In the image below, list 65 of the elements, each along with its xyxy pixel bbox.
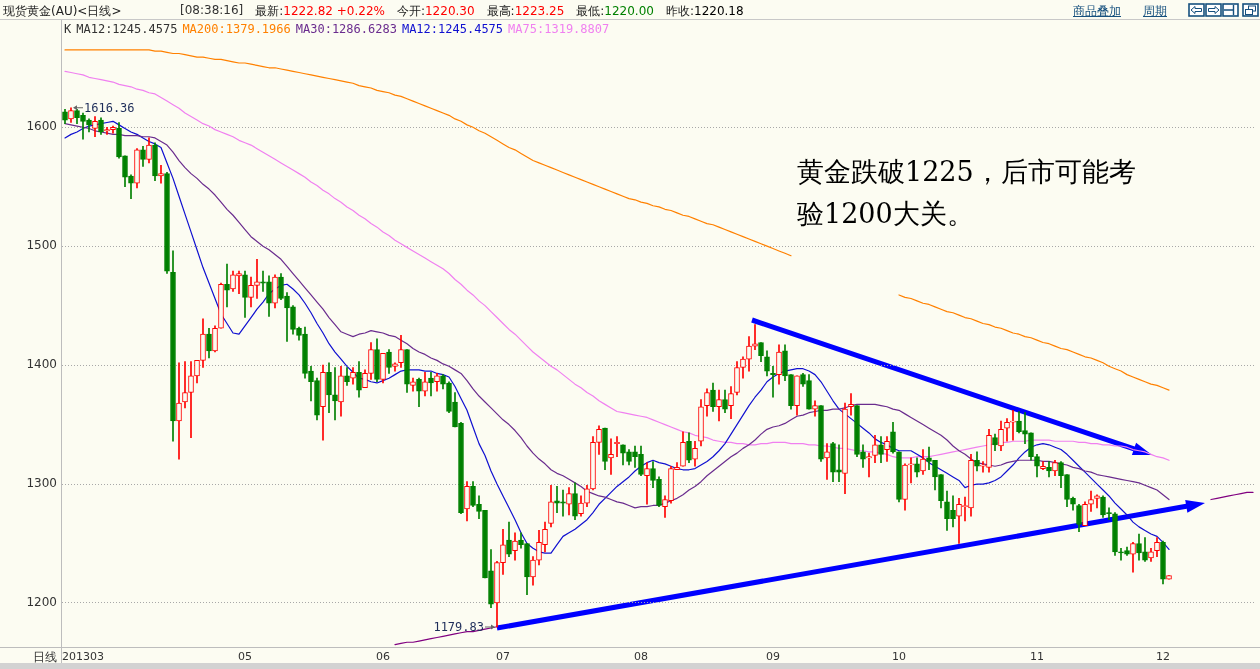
chart-title: 现货黄金(AU)<日线>: [3, 3, 122, 20]
x-axis-title: 日线: [33, 649, 57, 666]
legend-title: K: [64, 22, 72, 37]
candlestick: [848, 393, 854, 416]
text: 今开:1220.30: [396, 4, 475, 18]
x-tick-label: 12: [1156, 650, 1170, 664]
candlestick: [560, 489, 566, 517]
y-tick-label: 1600: [26, 119, 57, 134]
candlestick: [1094, 494, 1100, 509]
y-tick-label: 1300: [26, 476, 57, 491]
candlestick: [980, 461, 986, 473]
candlestick: [332, 367, 338, 421]
candlestick: [260, 270, 266, 292]
annotation: 黄金跌破1225，后市可能考验1200大关。: [797, 155, 1137, 231]
series-label: MA200:1379.1966: [182, 22, 291, 37]
text: 昨收:1220.18: [665, 4, 744, 18]
candlestick: [177, 362, 181, 460]
x-tick-label: 10: [892, 650, 906, 664]
candlestick: [1022, 412, 1028, 444]
candlestick: [836, 444, 842, 483]
candlestick: [236, 270, 242, 295]
text: 周期: [1143, 3, 1167, 20]
annotation: 1179.83: [433, 618, 484, 635]
candlestick: [224, 263, 230, 308]
candlestick: [104, 126, 110, 135]
annotation: 1616.36: [84, 99, 135, 116]
x-tick-label: 11: [1030, 650, 1044, 664]
candlestick: [608, 438, 614, 475]
candlestick: [1010, 409, 1016, 441]
text: [08:38:16]: [180, 3, 244, 19]
candlestick: [908, 457, 914, 484]
candlestick: [158, 164, 164, 184]
candlestick: [632, 445, 638, 468]
candlestick: [188, 361, 194, 438]
x-tick-label: 06: [376, 650, 390, 664]
y-tick-label: 1400: [26, 357, 57, 372]
candlestick: [926, 446, 932, 471]
candlestick: [284, 292, 290, 342]
candlestick: [1106, 507, 1112, 521]
candlestick: [812, 400, 818, 417]
text: 最高:1223.25: [486, 4, 565, 18]
annotation: MA12:1245.4575: [76, 22, 178, 37]
candlestick: [1004, 418, 1010, 442]
text: 最新:1222.82 +0.22%: [255, 4, 385, 18]
y-tick-label: 1500: [26, 238, 57, 253]
candlestick: [428, 371, 434, 397]
candlestick: [1118, 547, 1124, 561]
candlestick: [182, 361, 188, 409]
x-tick-label: 08: [634, 650, 648, 664]
candlestick: [753, 324, 757, 350]
candlestick: [254, 258, 260, 299]
text: 最低:1220.00: [576, 4, 654, 18]
text: 商品叠加: [1073, 3, 1121, 20]
x-tick-label: 201303: [62, 650, 104, 664]
candlestick: [866, 452, 872, 478]
text: MA12:1245.4575: [401, 22, 504, 37]
text: MA75:1319.8807: [508, 22, 610, 37]
x-tick-label: 05: [238, 650, 252, 664]
x-tick-label: 07: [496, 650, 510, 664]
candlestick: [824, 443, 830, 480]
y-tick-label: 1200: [26, 595, 57, 610]
text: MA30:1286.6283: [295, 22, 397, 37]
x-tick-label: 09: [766, 650, 780, 664]
candlestick: [554, 486, 560, 513]
candlestick: [644, 462, 650, 505]
